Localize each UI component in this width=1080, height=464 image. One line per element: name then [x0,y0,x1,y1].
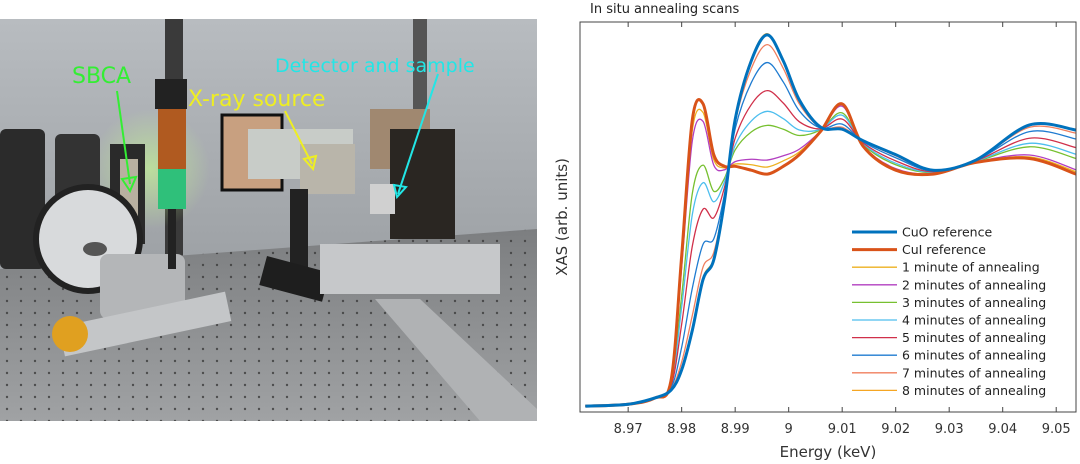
x-tick-label: 9.03 [935,422,964,437]
legend-label: 1 minute of annealing [902,260,1040,275]
setup-photo-illustration [0,19,537,421]
label-detector-and-sample: Detector and sample [275,55,475,77]
light-tower-amber [158,109,186,169]
series-line-0 [585,33,1077,408]
x-tick-label: 9.04 [988,422,1017,437]
sample-stage [320,244,500,294]
label-xray-source: X-ray source [188,87,326,112]
legend-label: 5 minutes of annealing [902,330,1046,345]
setup-photo: SBCA X-ray source Detector and sample [0,19,537,421]
linear-rail [58,291,232,357]
x-tick-label: 9.01 [828,422,857,437]
series-lines [585,33,1077,408]
x-ticks: 8.97 8.98 8.99 9 9.01 9.02 9.03 9.04 9.05 [614,22,1071,437]
x-tick-label: 8.97 [614,422,643,437]
legend: CuO reference CuI reference 1 minute of an… [852,225,1046,398]
series-line-6 [585,89,1077,407]
x-tick-label: 9.02 [881,422,910,437]
x-axis-title: Energy (keV) [780,443,877,461]
legend-label: 4 minutes of annealing [902,313,1046,328]
series-line-5 [585,110,1077,407]
chart-title: In situ annealing scans [590,2,739,17]
xray-source-arrow [284,110,313,165]
x-tick-label: 9.05 [1042,422,1071,437]
rotation-stage [100,254,185,319]
plot-frame [579,21,1077,413]
y-axis-title: XAS (arb. units) [553,158,571,276]
series-line-7 [585,61,1077,407]
detector-rail [375,299,537,421]
light-tower-green [158,169,186,209]
detector-arrow [397,73,439,195]
x-tick-label: 8.99 [721,422,750,437]
sample-holder [370,184,395,214]
x-tick-label: 8.98 [667,422,696,437]
light-tower-top [155,79,187,109]
sbca-arrow [116,90,131,185]
legend-label: 2 minutes of annealing [902,277,1046,292]
legend-label: 7 minutes of annealing [902,365,1046,380]
motor [52,316,88,352]
legend-label: CuO reference [902,225,992,240]
legend-label: 6 minutes of annealing [902,348,1046,363]
series-line-1 [585,98,1077,408]
x-tick-label: 9 [785,422,793,437]
legend-label: 3 minutes of annealing [902,295,1046,310]
legend-label: CuI reference [902,242,986,257]
label-sbca: SBCA [72,64,132,89]
legend-label: 8 minutes of annealing [902,383,1046,398]
